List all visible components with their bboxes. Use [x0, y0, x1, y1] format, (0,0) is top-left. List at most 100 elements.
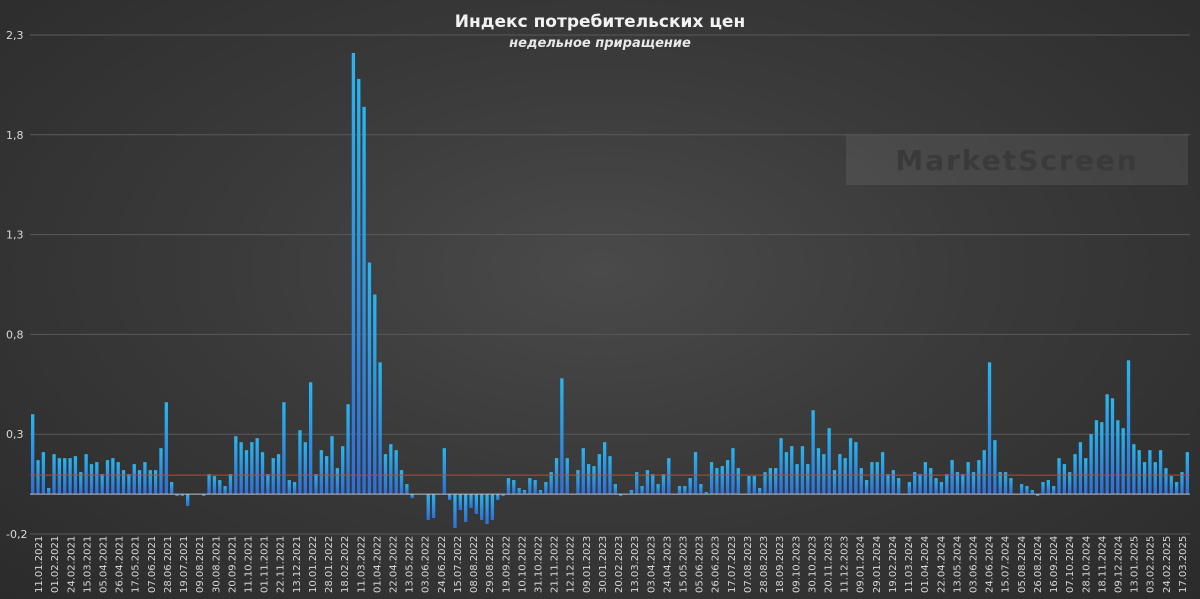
x-tick-label: 18.02.2022: [340, 536, 351, 593]
bar: [1169, 476, 1173, 495]
x-tick-label: 28.08.2023: [759, 536, 770, 593]
bar: [822, 454, 826, 495]
bar: [95, 462, 99, 495]
bar: [592, 466, 596, 495]
x-tick-label: 11.01.2021: [34, 536, 45, 593]
bar: [1078, 442, 1083, 495]
bar: [153, 470, 158, 495]
x-tick-label: 01.02.2021: [50, 536, 61, 593]
x-tick-label: 01.04.2022: [372, 536, 383, 593]
x-tick-label: 29.08.2022: [485, 536, 496, 593]
bar: [378, 362, 382, 495]
bar: [854, 442, 858, 495]
x-tick-label: 20.11.2023: [824, 536, 835, 593]
x-tick-label: 01.04.2024: [920, 536, 931, 593]
bars: [31, 52, 1189, 529]
bar: [774, 468, 778, 495]
bar: [635, 472, 639, 495]
bar: [560, 378, 564, 495]
x-tick-label: 08.08.2022: [469, 536, 480, 593]
bar: [886, 474, 890, 495]
bar: [143, 462, 147, 495]
bar: [57, 458, 62, 495]
bar: [1068, 472, 1072, 495]
bar: [1019, 484, 1024, 495]
bar: [314, 474, 318, 495]
bar: [405, 484, 409, 495]
x-tick-label: 26.08.2024: [1033, 536, 1044, 593]
bar: [752, 476, 756, 495]
bar: [720, 466, 724, 495]
bar: [1094, 420, 1099, 495]
bar: [63, 458, 67, 495]
x-tick-label: 12.12.2022: [566, 536, 577, 593]
bar: [100, 474, 104, 495]
bar: [875, 462, 879, 495]
x-tick-label: 09.01.2023: [582, 536, 593, 593]
bar: [36, 460, 40, 495]
bar: [977, 460, 981, 495]
bar: [383, 454, 388, 495]
x-tick-label: 11.03.2024: [904, 536, 915, 593]
bar: [148, 470, 152, 495]
bar: [1164, 468, 1168, 495]
x-tick-label: 24.04.2023: [662, 536, 673, 593]
bar: [367, 262, 372, 495]
bar: [971, 472, 976, 495]
x-tick-label: 09.10.2023: [791, 536, 802, 593]
bar: [651, 474, 655, 495]
bar: [693, 452, 698, 495]
bar: [496, 494, 500, 501]
bar: [480, 494, 484, 521]
bar: [1110, 398, 1115, 495]
x-tick-label: 07.06.2021: [147, 536, 158, 593]
x-tick-label: 13.03.2023: [630, 536, 641, 593]
bar: [758, 488, 762, 495]
bar: [544, 482, 548, 495]
bar: [303, 442, 307, 495]
x-tick-label: 17.03.2025: [1178, 536, 1189, 593]
bar: [362, 106, 366, 495]
bar: [859, 468, 863, 495]
bar: [645, 470, 650, 495]
bar: [1180, 472, 1184, 495]
x-axis: 11.01.2021 01.02.2021 24.02.2021 15.03.2021…: [34, 536, 1189, 593]
bar: [688, 478, 692, 495]
bar: [373, 294, 377, 495]
bar: [939, 482, 944, 495]
bar: [522, 490, 527, 495]
chart-subtitle: недельное приращение: [509, 36, 691, 51]
bar: [1100, 422, 1104, 495]
bar: [170, 482, 174, 495]
bar: [838, 454, 842, 495]
x-tick-label: 19.07.2021: [179, 536, 190, 593]
gridlines: [30, 34, 1190, 535]
bar: [47, 488, 51, 495]
bar: [453, 494, 457, 529]
x-tick-label: 13.01.2025: [1130, 536, 1141, 593]
bar: [565, 458, 569, 495]
bar: [961, 474, 965, 495]
x-tick-label: 30.08.2021: [211, 536, 222, 593]
x-tick-label: 11.12.2023: [840, 536, 851, 593]
x-tick-label: 10.01.2022: [308, 536, 319, 593]
bar: [950, 460, 954, 495]
x-tick-label: 19.09.2022: [501, 536, 512, 593]
x-tick-label: 20.02.2023: [614, 536, 625, 593]
x-tick-label: 26.06.2023: [711, 536, 722, 593]
bar: [132, 464, 136, 495]
bar: [1030, 490, 1034, 495]
bar: [266, 474, 270, 495]
x-tick-label: 24.02.2021: [66, 536, 77, 593]
bar: [528, 478, 532, 495]
bar: [431, 494, 436, 519]
bar: [239, 442, 243, 495]
bar: [1025, 486, 1029, 495]
bar: [186, 494, 190, 507]
bar: [175, 494, 179, 497]
bar: [394, 450, 398, 495]
bar: [1084, 458, 1088, 495]
bar: [715, 468, 719, 495]
bar: [549, 472, 553, 495]
bar: [677, 486, 682, 495]
